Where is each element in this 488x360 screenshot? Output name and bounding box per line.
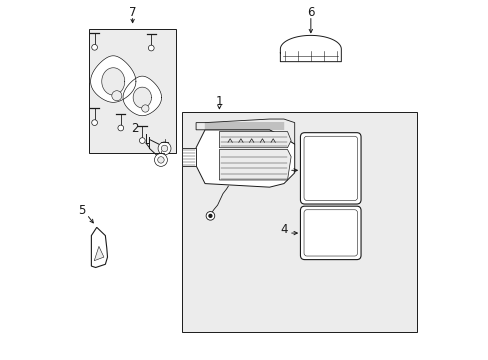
Polygon shape	[90, 56, 136, 102]
Polygon shape	[196, 130, 294, 187]
Circle shape	[92, 120, 97, 126]
Text: 3: 3	[280, 161, 287, 174]
Polygon shape	[196, 119, 294, 144]
Polygon shape	[280, 35, 341, 62]
Text: 1: 1	[215, 95, 223, 108]
Text: 6: 6	[306, 6, 314, 19]
Circle shape	[142, 105, 149, 112]
Text: 2: 2	[130, 122, 138, 135]
FancyBboxPatch shape	[300, 206, 360, 260]
Polygon shape	[123, 76, 161, 116]
Polygon shape	[102, 68, 124, 95]
Text: 4: 4	[280, 223, 287, 236]
Circle shape	[158, 142, 171, 155]
Circle shape	[112, 91, 122, 101]
Circle shape	[92, 44, 97, 50]
Text: 7: 7	[129, 6, 136, 19]
Circle shape	[148, 45, 154, 51]
Text: 5: 5	[78, 204, 85, 217]
Bar	[88, 30, 176, 153]
Polygon shape	[133, 87, 151, 108]
Circle shape	[154, 153, 167, 166]
Circle shape	[161, 145, 167, 152]
Bar	[182, 112, 416, 332]
Polygon shape	[182, 148, 196, 166]
FancyBboxPatch shape	[300, 133, 360, 204]
Polygon shape	[94, 246, 104, 261]
Polygon shape	[219, 132, 290, 148]
Circle shape	[158, 157, 164, 163]
Circle shape	[139, 138, 145, 143]
Circle shape	[208, 215, 211, 217]
Polygon shape	[219, 149, 290, 180]
Circle shape	[206, 212, 214, 220]
Polygon shape	[91, 227, 107, 267]
Circle shape	[118, 125, 123, 131]
